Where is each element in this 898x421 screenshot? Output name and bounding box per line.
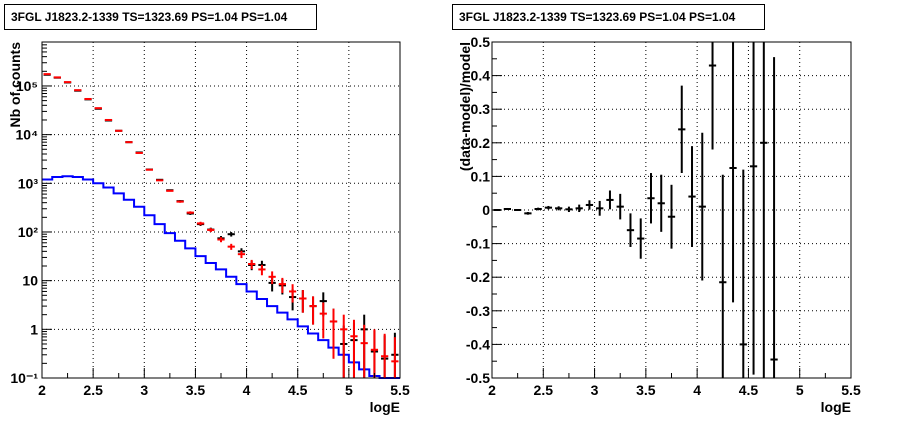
left-plot-title: 3FGL J1823.2-1339 TS=1323.69 PS=1.04 PS=… bbox=[4, 4, 317, 30]
count-point-red bbox=[340, 314, 348, 378]
right-y-tick-label: 0.5 bbox=[471, 34, 491, 50]
count-point-red bbox=[391, 337, 399, 378]
right-x-tick-label: 3 bbox=[591, 382, 599, 398]
left-y-tick-label: 10⁴ bbox=[16, 127, 39, 143]
left-x-axis-title: logE bbox=[370, 399, 400, 415]
count-point-red bbox=[258, 264, 266, 276]
left-y-tick-label: 10 bbox=[22, 273, 38, 289]
count-point-red bbox=[268, 271, 276, 285]
count-point-red bbox=[329, 308, 338, 359]
residual-point bbox=[596, 200, 604, 216]
residual-point bbox=[708, 42, 717, 150]
right-x-axis-title: logE bbox=[821, 399, 851, 415]
count-point-red bbox=[186, 211, 194, 215]
right-x-tick-label: 4.5 bbox=[739, 382, 759, 398]
count-point-red bbox=[288, 284, 297, 303]
count-point-red bbox=[207, 228, 215, 233]
right-x-tick-label: 2 bbox=[488, 382, 496, 398]
residual-point bbox=[678, 85, 686, 174]
count-point-red bbox=[227, 243, 235, 250]
right-y-tick-label: -0.4 bbox=[466, 336, 490, 352]
right-y-tick-label: 0 bbox=[482, 202, 490, 218]
residual-point bbox=[575, 204, 583, 213]
left-x-tick-label: 3 bbox=[140, 382, 148, 398]
residual-point bbox=[503, 207, 512, 210]
left-y-tick-label: 10⁵ bbox=[16, 78, 38, 94]
left-x-tick-label: 4.5 bbox=[288, 382, 308, 398]
count-point-red bbox=[299, 290, 307, 313]
residual-point bbox=[739, 169, 747, 378]
count-point-red bbox=[309, 296, 317, 325]
right-x-tick-label: 4 bbox=[693, 382, 701, 398]
residual-point bbox=[719, 174, 727, 378]
right-y-tick-label: -0.3 bbox=[466, 303, 490, 319]
residual-point bbox=[585, 200, 594, 210]
left-y-axis-title: Nb of counts bbox=[7, 42, 23, 128]
right-y-tick-label: 0.2 bbox=[471, 135, 491, 151]
residual-point bbox=[749, 42, 758, 375]
left-x-tick-label: 4 bbox=[243, 382, 251, 398]
left-y-tick-label: 1 bbox=[30, 321, 38, 337]
left-plot-frame bbox=[41, 41, 401, 379]
count-point-red bbox=[350, 319, 358, 378]
right-y-tick-label: 0.3 bbox=[471, 101, 491, 117]
left-x-tick-label: 5.5 bbox=[390, 382, 410, 398]
residual-point bbox=[565, 206, 573, 213]
count-point-red bbox=[370, 329, 379, 378]
residual-point bbox=[524, 212, 532, 215]
residual-point bbox=[544, 205, 553, 210]
residual-point bbox=[647, 173, 655, 224]
count-point-red bbox=[248, 259, 256, 270]
residual-point bbox=[688, 146, 696, 247]
residual-point bbox=[657, 174, 665, 232]
residual-point bbox=[729, 42, 737, 303]
right-y-tick-label: 0.4 bbox=[471, 68, 491, 84]
count-point-red bbox=[176, 200, 184, 203]
left-y-tick-label: 10² bbox=[18, 224, 39, 240]
right-y-tick-label: -0.1 bbox=[466, 236, 490, 252]
residual-point bbox=[667, 184, 676, 249]
left-x-tick-label: 2 bbox=[38, 382, 46, 398]
count-point-red bbox=[319, 302, 327, 339]
residual-point bbox=[606, 190, 614, 210]
right-y-tick-label: -0.2 bbox=[466, 269, 490, 285]
count-point-red bbox=[196, 221, 205, 226]
residual-point bbox=[698, 132, 706, 281]
count-point-black bbox=[227, 232, 235, 237]
right-x-tick-label: 5.5 bbox=[841, 382, 861, 398]
right-y-axis-title: (data-model)/model bbox=[457, 42, 473, 171]
right-y-tick-label: 0.1 bbox=[471, 168, 491, 184]
residual-point bbox=[616, 193, 624, 220]
count-point-red bbox=[278, 277, 286, 293]
residual-point bbox=[514, 208, 522, 212]
model-step-line bbox=[42, 175, 400, 379]
count-point-red bbox=[237, 250, 246, 259]
residual-point bbox=[626, 213, 635, 247]
residual-point bbox=[760, 42, 768, 378]
left-y-tick-label: 10⁻¹ bbox=[10, 370, 38, 386]
right-plot-title: 3FGL J1823.2-1339 TS=1323.69 PS=1.04 PS=… bbox=[452, 4, 765, 30]
right-x-tick-label: 3.5 bbox=[636, 382, 656, 398]
right-y-tick-label: -0.5 bbox=[466, 370, 490, 386]
right-x-tick-label: 2.5 bbox=[534, 382, 554, 398]
residual-point bbox=[770, 57, 778, 378]
residual-point bbox=[637, 218, 645, 259]
left-x-tick-label: 3.5 bbox=[186, 382, 206, 398]
count-point-red bbox=[360, 324, 368, 378]
residual-point bbox=[555, 206, 563, 211]
left-y-tick-label: 10³ bbox=[18, 175, 39, 191]
residual-point bbox=[534, 207, 542, 211]
count-point-red bbox=[381, 333, 389, 378]
left-x-tick-label: 5 bbox=[345, 382, 353, 398]
right-x-tick-label: 5 bbox=[796, 382, 804, 398]
count-point-red bbox=[217, 237, 225, 243]
left-x-tick-label: 2.5 bbox=[83, 382, 103, 398]
